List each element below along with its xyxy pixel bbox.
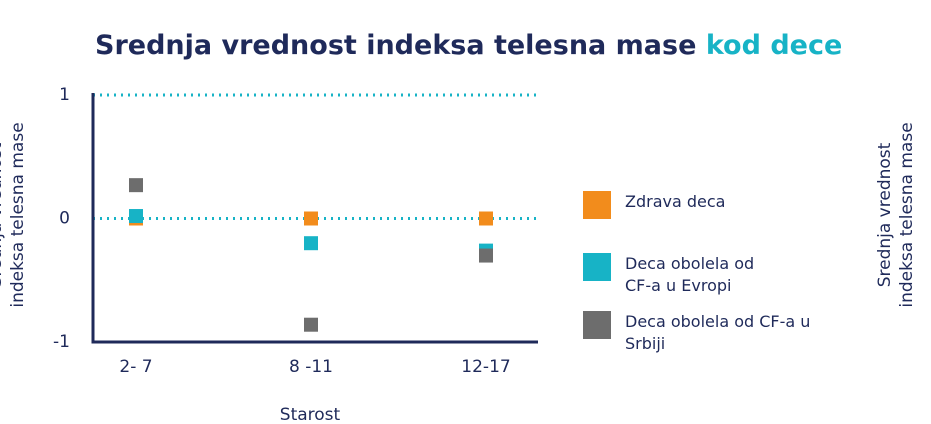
legend-label: Zdrava deca — [625, 192, 726, 211]
point — [129, 209, 143, 224]
side-label: Srednja vrednost — [875, 142, 895, 287]
legend-label: Deca obolela od CF-a u Srbiji — [625, 312, 811, 353]
point — [479, 211, 493, 226]
x-axis-label: Starost — [280, 405, 341, 424]
legend-item: Zdrava deca — [583, 191, 725, 219]
y-axis-label: indeksa telesna mase — [8, 122, 28, 307]
point — [479, 248, 493, 263]
title-main: Srednja vrednost indeksa telesna mase — [95, 30, 696, 61]
point — [304, 211, 318, 226]
legend-label: Deca obolela od CF-a u Evropi — [625, 254, 755, 295]
title-highlight: kod dece — [706, 30, 842, 61]
y-axis-label: Srednja vrednost — [0, 142, 6, 287]
legend-item: Deca obolela od CF-a u Srbiji — [583, 311, 815, 355]
y-tick-label: -1 — [53, 332, 70, 352]
legend-item: Deca obolela od CF-a u Evropi — [583, 253, 785, 297]
legend-swatch — [583, 253, 611, 281]
x-tick-label: 12-17 — [461, 357, 510, 377]
y-tick-label: 1 — [59, 85, 70, 105]
x-tick-label: 2- 7 — [119, 357, 152, 377]
point — [129, 178, 143, 193]
legend-swatch — [583, 311, 611, 339]
point — [304, 317, 318, 332]
side-label: indeksa telesna mase — [897, 122, 917, 307]
legend-swatch — [583, 191, 611, 219]
x-tick-label: 8 -11 — [289, 357, 333, 377]
chart-title: Srednja vrednost indeksa telesna mase ko… — [95, 30, 842, 61]
y-tick-label: 0 — [59, 209, 70, 229]
point — [304, 236, 318, 251]
